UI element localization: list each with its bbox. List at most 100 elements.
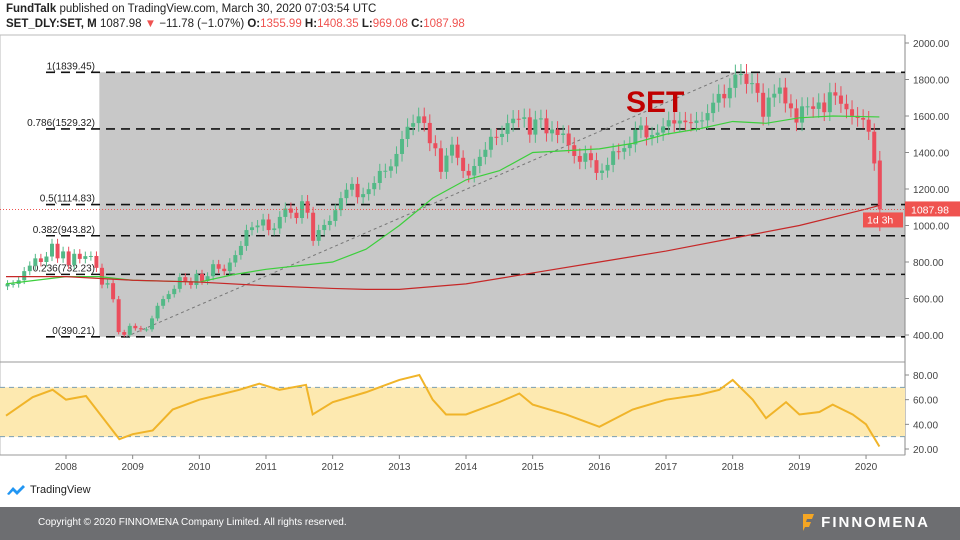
candle (61, 251, 66, 259)
price-tick-label: 1000.00 (913, 222, 950, 233)
candle (627, 144, 632, 149)
candle (538, 118, 543, 120)
candle (705, 113, 710, 121)
rsi-tick-label: 80.00 (913, 371, 938, 382)
candle (811, 106, 816, 109)
finnomena-logo: FINNOMENA (801, 513, 930, 531)
candle (477, 156, 482, 167)
trendline (125, 71, 737, 338)
candle (650, 134, 655, 138)
time-tick-label: 2013 (388, 462, 411, 473)
price-tick-label: 1400.00 (913, 149, 950, 160)
candle (716, 93, 721, 103)
candle (761, 92, 766, 117)
countdown-label: 1d 3h (867, 214, 893, 226)
candle (838, 95, 843, 104)
candle (116, 299, 121, 333)
candle (44, 256, 49, 262)
candle (700, 120, 705, 122)
candle (866, 119, 871, 132)
candle (122, 332, 127, 335)
candle (655, 132, 660, 135)
candle (83, 256, 88, 259)
candle (727, 87, 732, 99)
candle (500, 133, 505, 137)
candle (427, 122, 432, 144)
candle (805, 106, 810, 108)
candle (22, 271, 27, 281)
candle (766, 97, 771, 117)
copyright: Copyright © 2020 FINNOMENA Company Limit… (38, 517, 347, 528)
candle (455, 144, 460, 158)
candle (594, 160, 599, 173)
low-label: L: (361, 18, 373, 30)
tradingview-logo[interactable]: TradingView (6, 484, 91, 496)
price-tick-label: 1200.00 (913, 185, 950, 196)
candle (333, 210, 338, 221)
price-tick-label: 600.00 (913, 295, 944, 306)
candle (688, 122, 693, 124)
candle (133, 325, 138, 329)
candle (355, 183, 360, 198)
candle (583, 153, 588, 162)
price-tick-label: 1600.00 (913, 112, 950, 123)
candle (322, 224, 327, 231)
candle (411, 123, 416, 127)
fib-label: 0(390.21) (52, 326, 95, 337)
candle (194, 273, 199, 285)
ma-slow-line (5, 204, 880, 290)
last-price-tag (905, 201, 960, 217)
candle (344, 189, 349, 199)
candle (788, 103, 793, 109)
candle (283, 208, 288, 217)
chart-header: FundTalk published on TradingView.com, M… (6, 2, 465, 32)
candle (233, 255, 238, 263)
candle (144, 329, 149, 331)
candle (433, 143, 438, 149)
candle (255, 225, 260, 228)
candle (77, 253, 82, 259)
candle (605, 164, 610, 171)
candle (338, 198, 343, 211)
last-price: 1087.98 (99, 18, 142, 30)
candle (522, 117, 527, 119)
change: −11.78 (−1.07%) (159, 18, 245, 30)
candle (250, 227, 255, 231)
candle (155, 305, 160, 319)
fib-label: 0.5(1114.83) (40, 194, 95, 205)
candle (244, 230, 249, 246)
candle (105, 283, 110, 285)
candle (677, 120, 682, 124)
candle (188, 281, 193, 285)
candle (127, 325, 132, 335)
candle (483, 149, 488, 157)
last-price-tag-label: 1087.98 (911, 204, 949, 216)
candle (694, 120, 699, 123)
tradingview-label: TradingView (30, 484, 91, 496)
candle (294, 212, 299, 219)
candle (744, 74, 749, 84)
candle (544, 118, 549, 134)
candle (49, 243, 54, 257)
candle (550, 129, 555, 134)
price-tick-label: 2000.00 (913, 39, 950, 50)
candle (205, 276, 210, 281)
candle (783, 87, 788, 104)
candle (150, 318, 155, 330)
price-tick-label: 400.00 (913, 331, 944, 342)
candle (261, 219, 266, 226)
finnomena-text: FINNOMENA (821, 513, 930, 531)
candle (450, 144, 455, 156)
candle (577, 155, 582, 162)
candle (777, 87, 782, 94)
price-tick-label: 800.00 (913, 258, 944, 269)
candle (311, 212, 316, 241)
candle (405, 126, 410, 139)
price-chart[interactable]: 2000.00 1800.00 1600.00 1400.00 1200.00 1000.… (0, 0, 960, 480)
candle (66, 251, 71, 265)
candle (38, 258, 43, 262)
candle (461, 157, 466, 171)
candle (616, 151, 621, 153)
candle (422, 116, 427, 123)
candle (755, 83, 760, 93)
